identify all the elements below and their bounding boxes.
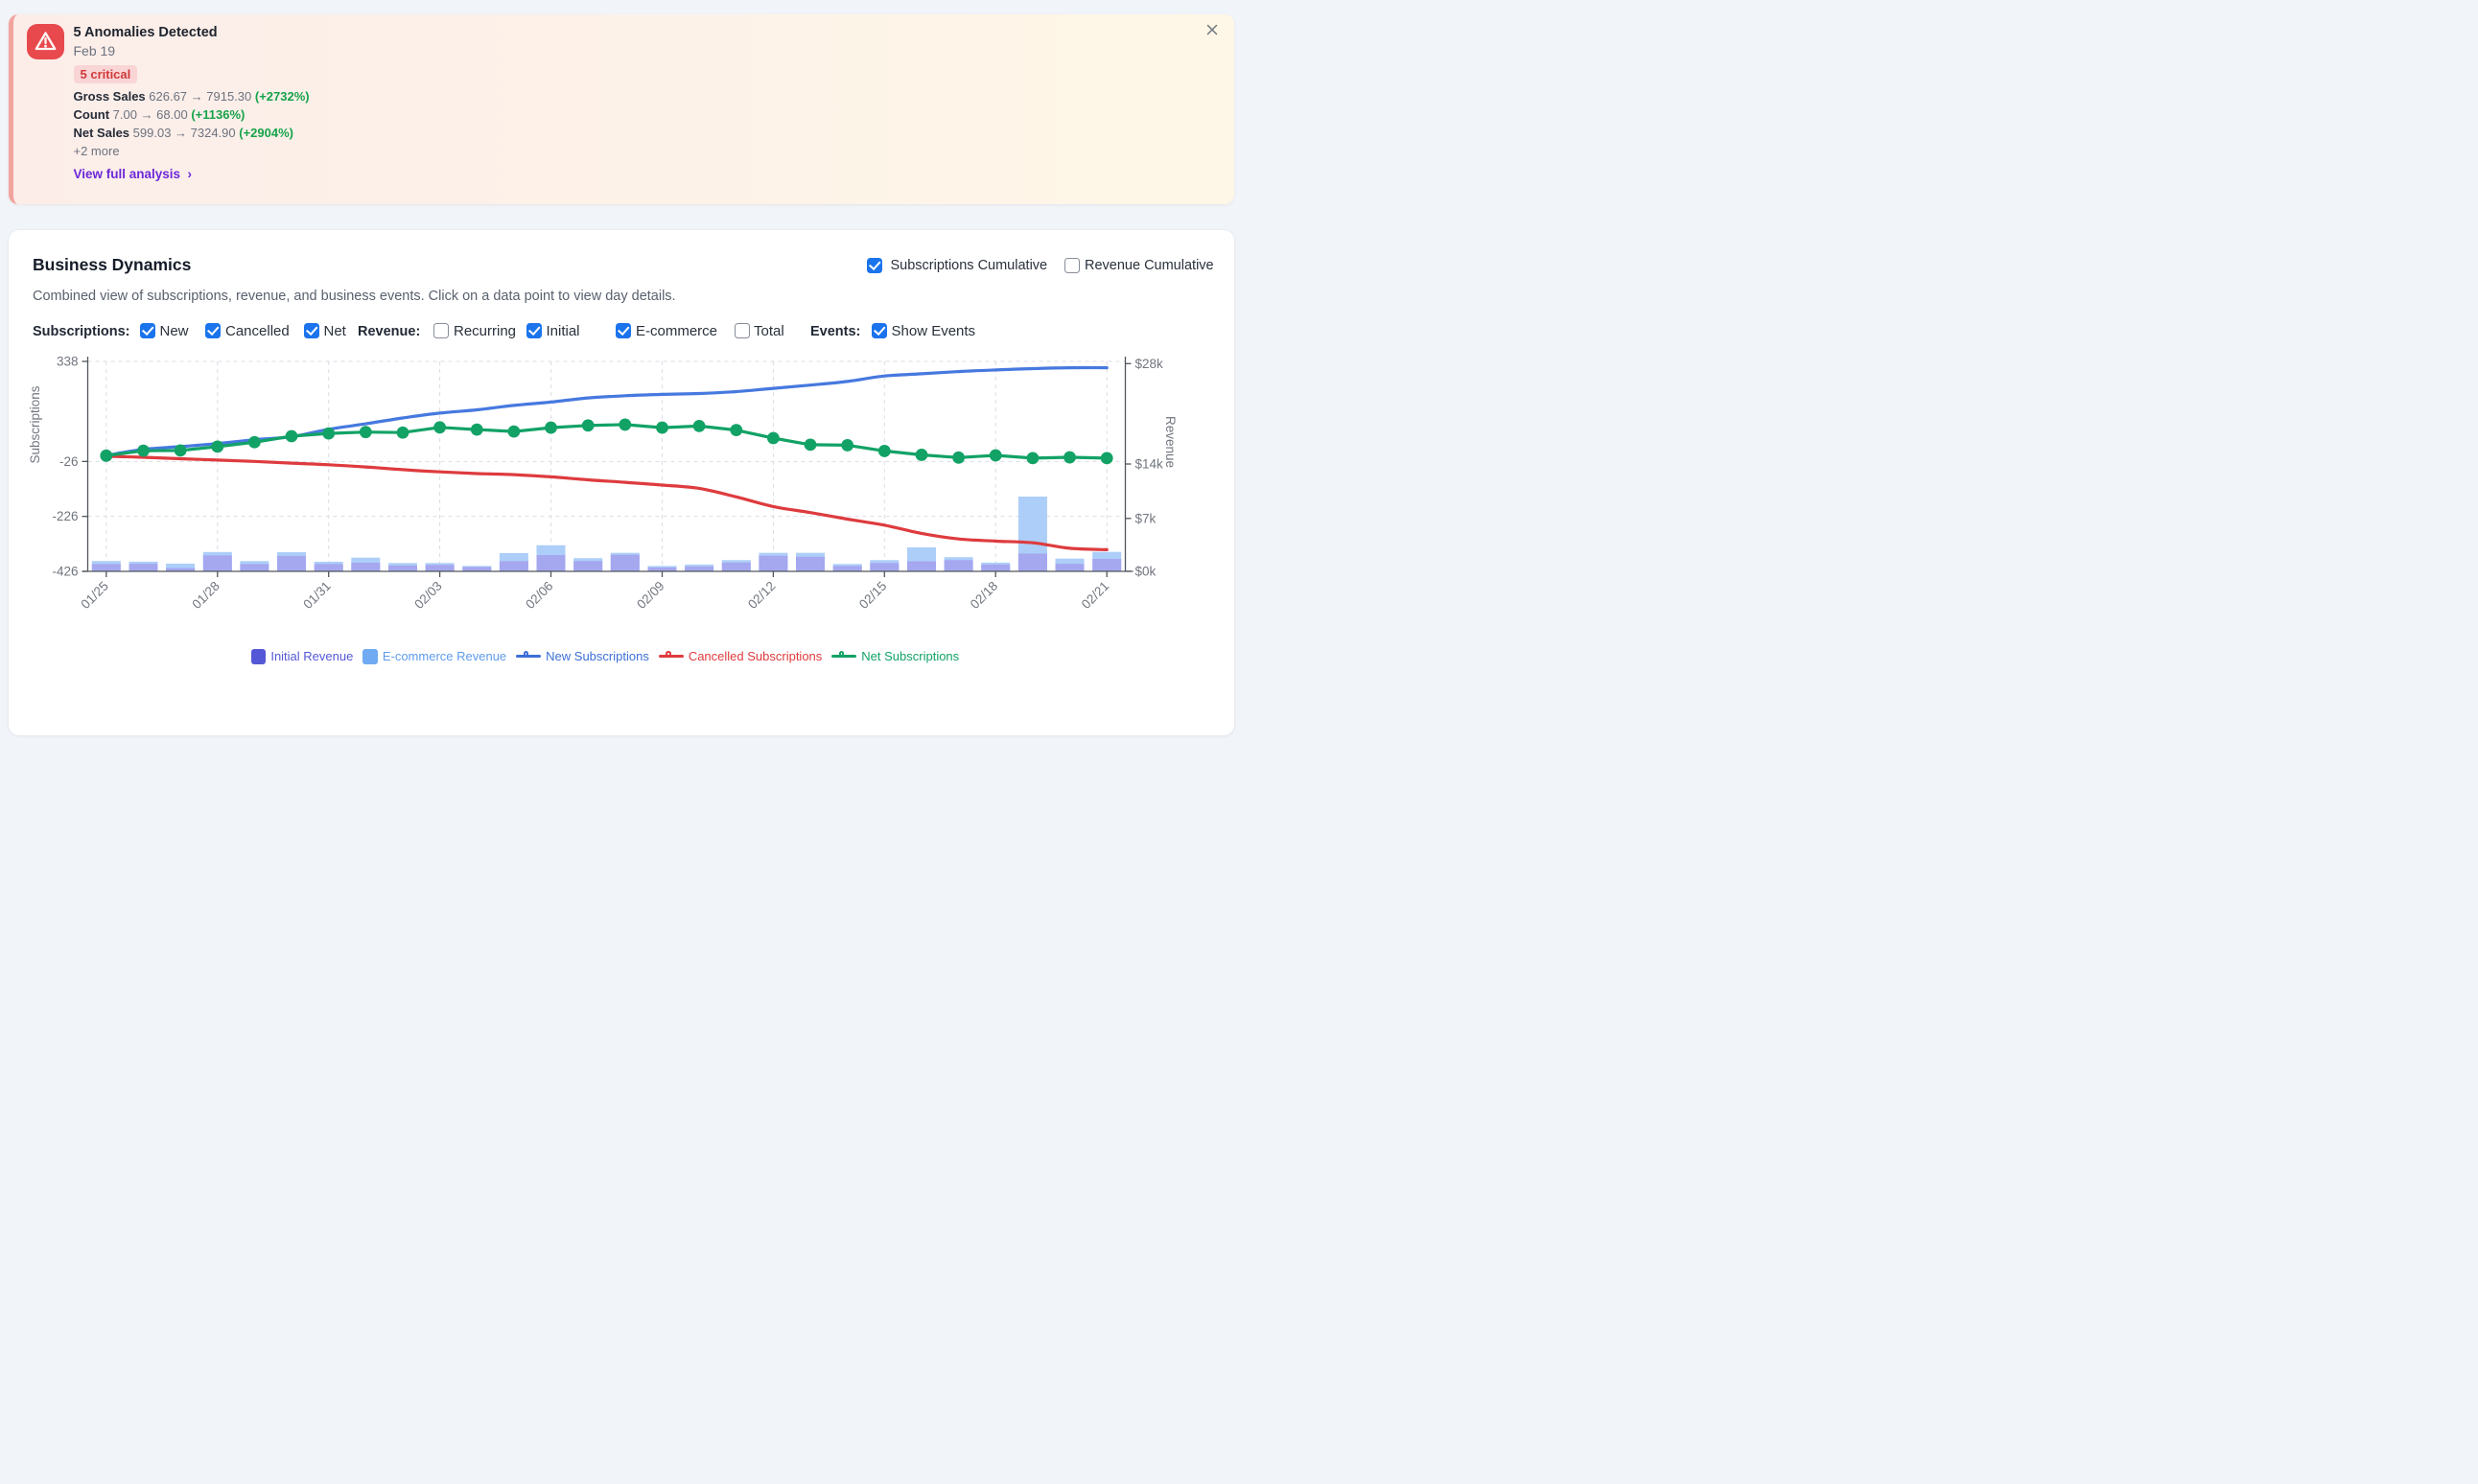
svg-text:01/28: 01/28 — [189, 579, 222, 613]
svg-text:02/09: 02/09 — [634, 579, 667, 613]
svg-text:Subscriptions: Subscriptions — [28, 385, 42, 463]
svg-text:$28k: $28k — [1135, 357, 1164, 371]
svg-text:02/06: 02/06 — [523, 579, 556, 613]
svg-text:$14k: $14k — [1135, 457, 1164, 472]
svg-text:02/03: 02/03 — [411, 579, 445, 613]
svg-text:-26: -26 — [59, 454, 79, 469]
svg-text:-226: -226 — [52, 509, 78, 523]
svg-text:01/31: 01/31 — [300, 579, 334, 613]
svg-text:02/18: 02/18 — [968, 579, 1001, 613]
svg-text:02/12: 02/12 — [745, 579, 779, 613]
svg-text:338: 338 — [57, 355, 79, 369]
svg-text:-426: -426 — [52, 565, 78, 579]
svg-text:Revenue: Revenue — [1163, 416, 1178, 468]
svg-text:02/15: 02/15 — [856, 579, 890, 613]
svg-text:$0k: $0k — [1135, 564, 1157, 578]
svg-text:02/21: 02/21 — [1079, 579, 1112, 613]
svg-text:$7k: $7k — [1135, 511, 1157, 525]
svg-text:01/25: 01/25 — [78, 579, 111, 613]
